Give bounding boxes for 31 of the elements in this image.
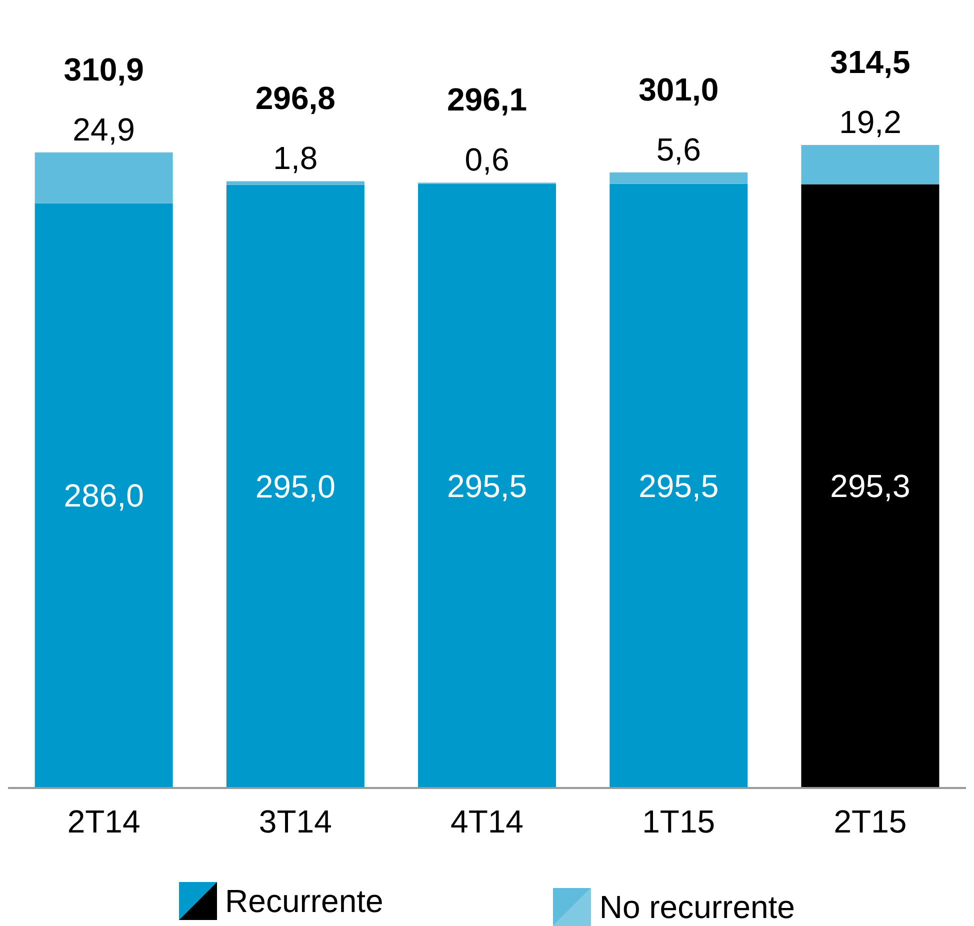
data-label: 19,2 [839,104,902,140]
bar [226,181,364,185]
x-tick-label: 3T14 [258,804,332,840]
data-label: 295,0 [255,468,336,504]
data-label: 5,6 [656,131,701,168]
data-label: 295,5 [638,468,719,504]
total-label: 301,0 [638,71,719,108]
bar [34,203,173,788]
data-label: 0,6 [464,142,510,178]
bar [34,152,173,204]
legend-label: No recurrente [599,888,795,926]
bar [226,184,364,788]
data-label: 24,9 [72,111,135,148]
bar [418,184,556,788]
data-label: 286,0 [64,478,144,514]
total-label: 296,1 [446,82,528,118]
total-label: 296,8 [255,80,336,116]
total-label: 314,5 [830,44,910,80]
total-label: 310,9 [64,51,144,88]
legend-label: Recurrente [225,882,384,920]
x-tick-label: 1T15 [642,804,716,840]
x-tick-label: 2T15 [834,804,907,840]
x-tick-label: 4T14 [450,804,524,840]
x-tick-label: 2T14 [67,804,140,840]
bar [610,172,748,184]
bar [801,184,940,788]
bar [801,145,940,184]
bar [610,184,748,788]
data-label: 295,5 [446,468,528,504]
data-label: 295,3 [830,468,910,504]
data-label: 1,8 [273,140,318,176]
